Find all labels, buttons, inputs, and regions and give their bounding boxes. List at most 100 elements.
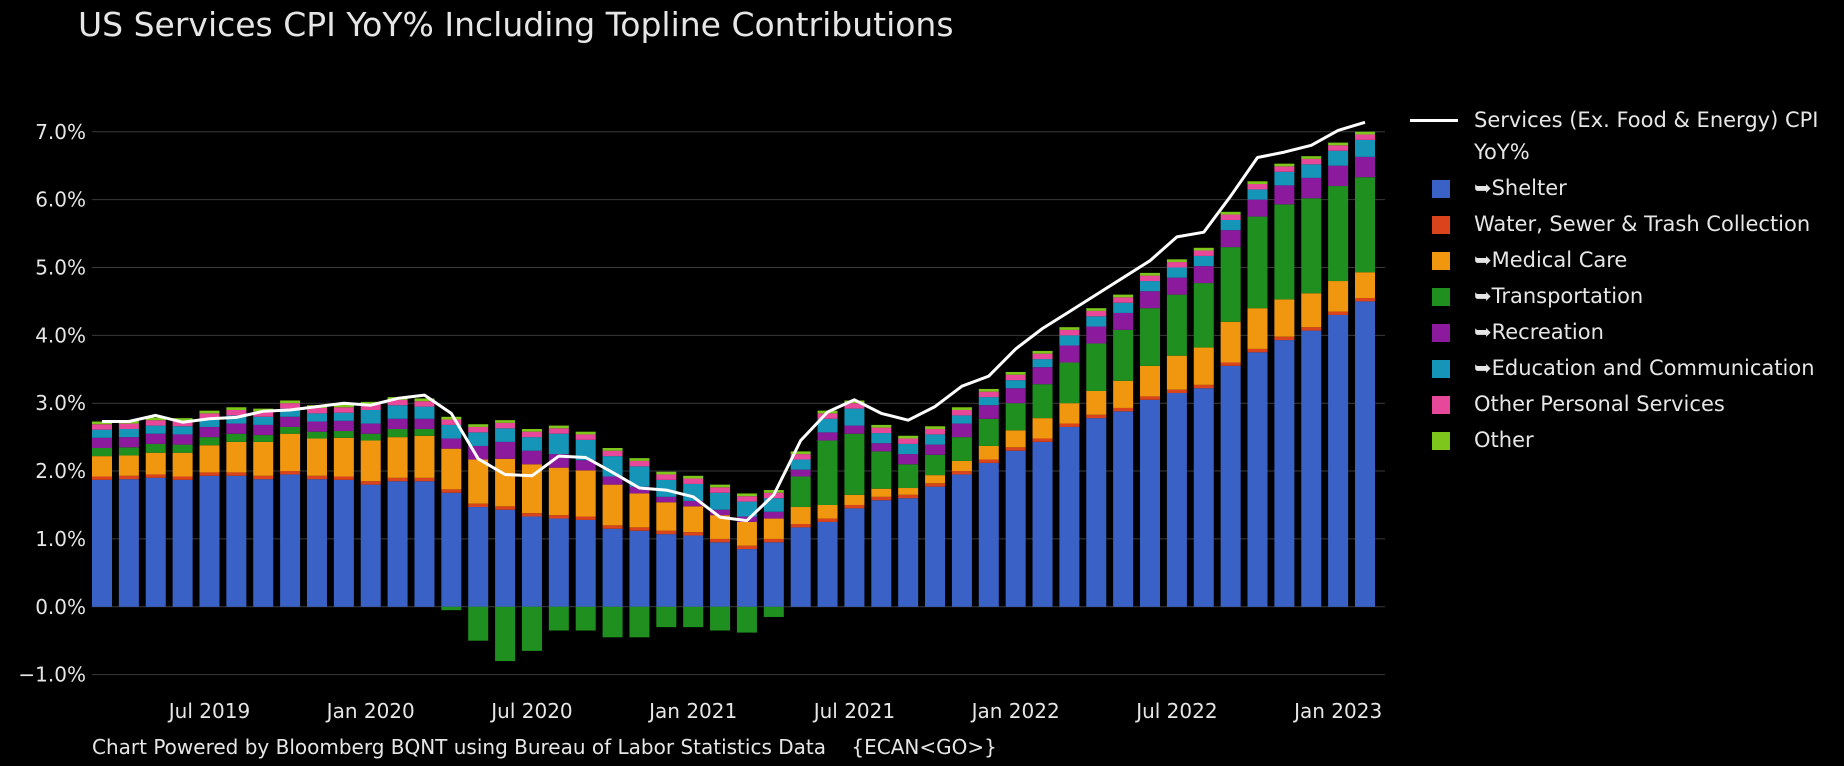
bar-segment xyxy=(360,433,381,441)
bar-segment xyxy=(495,428,516,442)
bar-segment xyxy=(548,518,569,607)
bar-segment xyxy=(387,418,408,429)
bar-segment xyxy=(1113,294,1134,298)
bar-segment xyxy=(253,424,274,436)
bar-segment xyxy=(280,416,301,427)
bar-segment xyxy=(1355,301,1375,607)
legend-swatch xyxy=(1432,180,1450,198)
bar-segment xyxy=(468,606,489,641)
bar-segment xyxy=(333,479,354,607)
bar-segment xyxy=(1355,272,1375,299)
bar-segment xyxy=(118,475,139,480)
bar-segment xyxy=(978,388,999,392)
bar-segment xyxy=(226,415,247,424)
bar-segment xyxy=(710,515,731,539)
bar-segment xyxy=(575,439,596,461)
bar-segment xyxy=(92,424,112,430)
bar-segment xyxy=(1328,145,1349,151)
bar-segment xyxy=(656,534,677,607)
bar-segment xyxy=(871,433,892,444)
bar-segment xyxy=(898,488,919,495)
bar-segment xyxy=(710,492,731,510)
bar-segment xyxy=(441,492,462,607)
bar-segment xyxy=(1247,184,1268,190)
bar-segment xyxy=(1355,156,1375,178)
bar-segment xyxy=(306,479,327,607)
legend-label: Water, Sewer & Trash Collection xyxy=(1474,212,1811,236)
bar-segment xyxy=(199,418,220,427)
bar-segment xyxy=(1355,177,1375,273)
bar-segment xyxy=(226,475,247,607)
bar-segment xyxy=(1193,384,1214,389)
bar-segment xyxy=(145,420,166,426)
bar-segment xyxy=(925,454,946,476)
bar-segment xyxy=(951,407,972,410)
y-tick-label: 3.0% xyxy=(35,391,86,415)
bar-segment xyxy=(790,451,811,455)
chart-title: US Services CPI YoY% Including Topline C… xyxy=(78,5,954,44)
bar-segment xyxy=(1274,163,1295,167)
bar-segment xyxy=(575,516,596,520)
bar-segment xyxy=(441,489,462,493)
bar-segment xyxy=(1301,293,1322,328)
bar-segment xyxy=(145,443,166,453)
bar-segment xyxy=(360,404,381,410)
bar-segment xyxy=(1113,312,1134,330)
bar-segment xyxy=(844,425,865,434)
bar-segment xyxy=(1247,308,1268,349)
bar-segment xyxy=(925,434,946,445)
bar-segment xyxy=(226,441,247,473)
bar-segment xyxy=(1166,262,1187,268)
legend-item: Services (Ex. Food & Energy) CPI YoY% xyxy=(1410,104,1840,168)
bar-segment xyxy=(898,443,919,455)
bar-segment xyxy=(1140,308,1161,366)
bar-segment xyxy=(1355,131,1375,135)
bar-segment xyxy=(763,511,784,519)
y-tick-label: 2.0% xyxy=(35,459,86,483)
bar-segment xyxy=(1193,283,1214,348)
bar-segment xyxy=(1166,259,1187,263)
bar-segment xyxy=(521,437,542,451)
legend-label: ➥Medical Care xyxy=(1474,248,1628,272)
bar-segment xyxy=(92,437,112,448)
bar-segment xyxy=(629,458,650,461)
bar-segment xyxy=(253,411,274,417)
bar-segment xyxy=(871,500,892,607)
bar-segment xyxy=(387,399,408,406)
x-tick-label: Jul 2022 xyxy=(1134,699,1217,723)
bar-segment xyxy=(521,428,542,432)
bar-segment xyxy=(548,433,569,455)
bar-segment xyxy=(602,450,623,457)
legend-item: ➥Recreation xyxy=(1410,316,1840,348)
bar-segment xyxy=(844,403,865,409)
bar-segment xyxy=(280,403,301,409)
bar-segment xyxy=(925,426,946,429)
bar-segment xyxy=(925,475,946,484)
bar-segment xyxy=(387,428,408,438)
bar-segment xyxy=(1301,156,1322,159)
bar-segment xyxy=(602,484,623,526)
bar-segment xyxy=(1247,189,1268,200)
bar-segment xyxy=(898,498,919,607)
bar-segment xyxy=(790,476,811,508)
bar-segment xyxy=(468,426,489,433)
bar-segment xyxy=(817,432,838,441)
bar-segment xyxy=(118,455,139,476)
bar-segment xyxy=(1274,166,1295,172)
bar-segment xyxy=(495,420,516,423)
bar-segment xyxy=(333,437,354,477)
bar-segment xyxy=(360,440,381,482)
bar-segment xyxy=(521,513,542,517)
bar-segment xyxy=(280,474,301,607)
bar-segment xyxy=(1113,407,1134,412)
bar-segment xyxy=(1247,181,1268,185)
bar-segment xyxy=(414,428,435,436)
legend-label: Other xyxy=(1474,428,1534,452)
bar-segment xyxy=(898,464,919,489)
bar-segment xyxy=(763,518,784,539)
bar-segment xyxy=(1220,230,1241,248)
bar-segment xyxy=(1140,281,1161,292)
bar-segment xyxy=(226,407,247,410)
bar-segment xyxy=(656,474,677,480)
bar-segment xyxy=(710,542,731,607)
